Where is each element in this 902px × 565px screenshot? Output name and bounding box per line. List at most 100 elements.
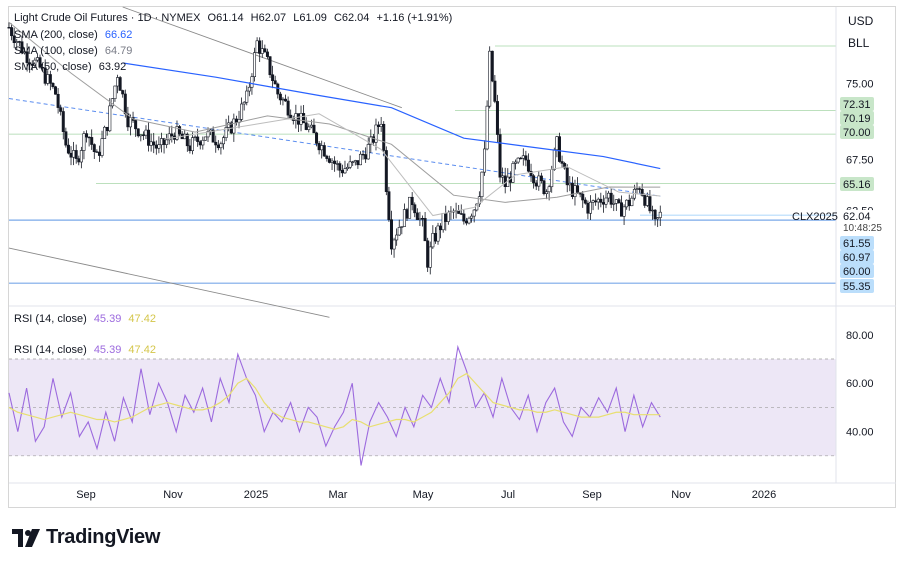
rsi-tick-label: 40.00 <box>846 427 874 439</box>
candle-down-body <box>315 132 319 144</box>
candle <box>330 158 334 170</box>
currency-label[interactable]: USD <box>848 14 874 28</box>
ticker-label: CLX2025 <box>792 211 838 223</box>
candle-up-body <box>100 138 104 156</box>
candle-up-body <box>591 200 595 203</box>
candle <box>387 186 391 222</box>
sma50-legend[interactable]: SMA (50, close) 63.92 <box>14 61 126 73</box>
symbol-legend[interactable]: Light Crude Oil Futures · 1D · NYMEX O61… <box>14 12 452 24</box>
candle-up-body <box>348 161 352 168</box>
candle <box>490 50 494 83</box>
candle <box>38 54 42 69</box>
candle-up-body <box>353 160 357 163</box>
candle <box>139 134 143 142</box>
rsi-tick-label: 60.00 <box>846 378 874 390</box>
candle <box>116 74 120 94</box>
candle-up-body <box>33 59 37 66</box>
rsi-legend-1[interactable]: RSI (14, close) 45.39 47.42 <box>14 313 156 325</box>
candle-down-body <box>576 185 580 193</box>
candle-up-body <box>596 198 600 203</box>
candle <box>317 141 321 155</box>
candle-up-body <box>149 141 153 146</box>
candle-up-body <box>165 139 169 145</box>
candle-down-body <box>118 77 122 91</box>
candle-up-body <box>470 215 474 219</box>
candle-down-body <box>105 126 109 132</box>
candle-down-body <box>410 196 414 206</box>
candle <box>384 146 388 196</box>
candle-up-body <box>395 234 399 241</box>
candle-down-body <box>462 213 466 222</box>
unit-label[interactable]: BLL <box>848 36 870 50</box>
candle <box>389 210 393 255</box>
candle-up-body <box>568 182 572 186</box>
candle-up-body <box>222 137 226 145</box>
candle <box>61 107 65 140</box>
candle <box>586 200 590 220</box>
last-price-tag[interactable]: 62.04 <box>840 210 874 224</box>
candle-down-body <box>154 144 158 149</box>
candle-up-body <box>521 155 525 159</box>
candle <box>521 148 525 166</box>
candle-up-body <box>116 77 120 87</box>
candle <box>51 82 55 89</box>
sma50-label: SMA (50, close) <box>14 61 92 73</box>
candle-down-body <box>152 141 156 146</box>
candle-down-body <box>134 120 138 130</box>
tradingview-logo[interactable]: TradingView <box>12 526 160 549</box>
candle-down-body <box>601 202 605 205</box>
candle-down-body <box>529 170 533 177</box>
sma100-legend[interactable]: SMA (100, close) 64.79 <box>14 45 132 57</box>
candle-up-body <box>299 113 303 125</box>
candle <box>612 194 616 212</box>
chart-frame <box>8 6 896 508</box>
candle <box>85 130 89 143</box>
candle <box>97 145 101 162</box>
candle-down-body <box>648 196 652 212</box>
candle <box>622 204 626 226</box>
rsi-legend-2[interactable]: RSI (14, close) 45.39 47.42 <box>14 344 156 356</box>
candle-down-body <box>178 126 182 135</box>
candle <box>48 70 52 91</box>
candle-up-body <box>475 203 479 211</box>
candle <box>464 217 468 226</box>
candle <box>526 153 530 173</box>
candle <box>263 44 267 53</box>
sma200-legend[interactable]: SMA (200, close) 66.62 <box>14 29 132 41</box>
candle <box>651 205 655 220</box>
candle-down-body <box>312 124 316 134</box>
candle-up-body <box>511 163 515 183</box>
candle-down-body <box>340 170 344 174</box>
candle <box>64 127 68 148</box>
candle <box>377 121 381 134</box>
candle-down-body <box>51 83 55 88</box>
candle <box>503 167 507 194</box>
candle-down-body <box>284 98 288 102</box>
candle <box>506 168 510 188</box>
candle <box>397 219 401 236</box>
candle-down-body <box>503 175 507 188</box>
candle <box>550 165 554 193</box>
candle-down-body <box>59 107 63 112</box>
candle-down-body <box>276 83 280 95</box>
candle-down-body <box>586 202 590 214</box>
candle <box>77 155 81 166</box>
sma50-value: 63.92 <box>98 61 127 73</box>
candle-down-body <box>325 155 329 159</box>
candle-down-body <box>85 133 89 138</box>
open-label: O <box>207 12 217 24</box>
candle-down-body <box>594 200 598 203</box>
candle <box>408 196 412 219</box>
candle-down-body <box>619 202 623 217</box>
low-label: L <box>293 12 300 24</box>
time-tick-label: Mar <box>329 489 348 501</box>
candle-down-body <box>493 80 497 102</box>
candle <box>121 89 125 98</box>
candle <box>539 172 543 184</box>
level-tag-label-60.00: 60.00 <box>843 266 871 278</box>
candle-down-body <box>361 153 365 156</box>
level-tag-label-65.16: 65.16 <box>843 179 871 191</box>
candle-up-body <box>397 227 401 236</box>
candle <box>340 164 344 177</box>
